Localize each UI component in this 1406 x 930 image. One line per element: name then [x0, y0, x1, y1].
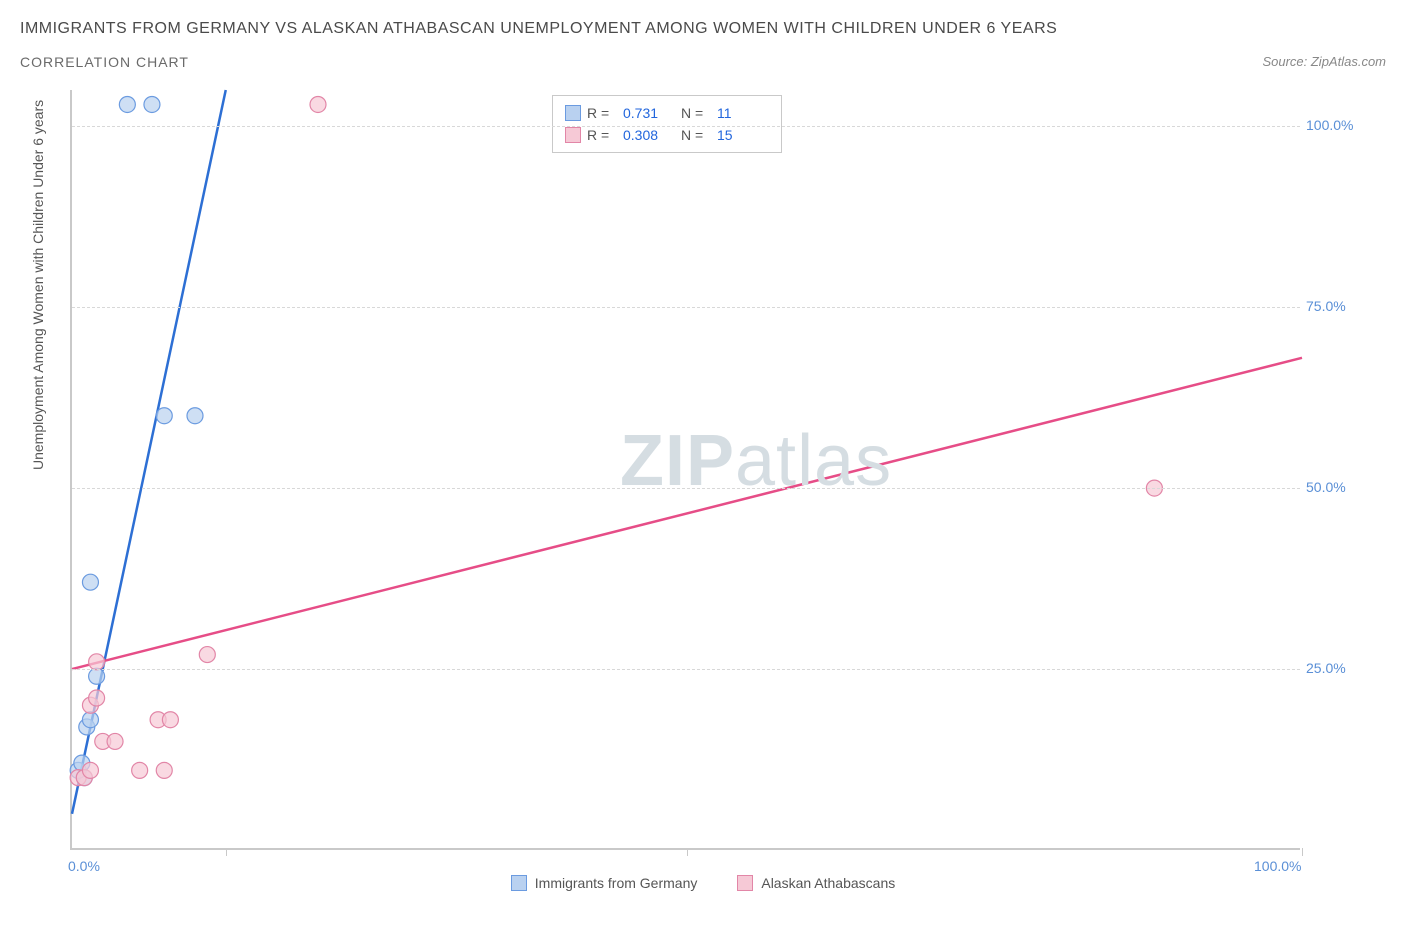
- stats-legend: R = 0.731 N = 11 R = 0.308 N = 15: [552, 95, 782, 153]
- gridline: [72, 126, 1300, 127]
- legend-r-value: 0.731: [623, 105, 675, 121]
- legend-n-label: N =: [681, 127, 711, 143]
- y-tick-label: 50.0%: [1306, 479, 1362, 495]
- y-axis-label: Unemployment Among Women with Children U…: [30, 100, 46, 470]
- data-point: [187, 408, 203, 424]
- y-tick-label: 75.0%: [1306, 298, 1362, 314]
- data-point: [89, 668, 105, 684]
- legend-n-value: 15: [717, 127, 769, 143]
- x-tick: [226, 848, 227, 856]
- chart-subtitle: CORRELATION CHART: [20, 54, 189, 70]
- data-point: [82, 762, 98, 778]
- y-tick-label: 100.0%: [1306, 117, 1362, 133]
- trend-line: [72, 358, 1302, 669]
- data-point: [144, 96, 160, 112]
- legend-r-label: R =: [587, 105, 617, 121]
- legend-n-value: 11: [717, 105, 769, 121]
- plot-area: R =0.731N =11R =0.308N =15 25.0%50.0%75.…: [70, 90, 1300, 850]
- legend-item: Alaskan Athabascans: [737, 875, 895, 891]
- data-point: [107, 733, 123, 749]
- legend-swatch: [737, 875, 753, 891]
- series-legend: Immigrants from Germany Alaskan Athabasca…: [0, 875, 1406, 891]
- data-point: [82, 574, 98, 590]
- legend-n-label: N =: [681, 105, 711, 121]
- x-tick: [687, 848, 688, 856]
- gridline: [72, 488, 1300, 489]
- gridline: [72, 307, 1300, 308]
- source-label: Source: ZipAtlas.com: [1262, 54, 1386, 69]
- data-point: [156, 762, 172, 778]
- data-point: [156, 408, 172, 424]
- data-point: [132, 762, 148, 778]
- y-tick-label: 25.0%: [1306, 660, 1362, 676]
- legend-series-name: Immigrants from Germany: [535, 875, 698, 891]
- stats-legend-row: R = 0.308 N = 15: [565, 124, 769, 146]
- legend-item: Immigrants from Germany: [511, 875, 698, 891]
- gridline: [72, 669, 1300, 670]
- data-point: [119, 96, 135, 112]
- x-tick-label: 0.0%: [68, 858, 100, 874]
- data-point: [89, 690, 105, 706]
- data-point: [199, 647, 215, 663]
- stats-legend-row: R = 0.731 N = 11: [565, 102, 769, 124]
- legend-r-label: R =: [587, 127, 617, 143]
- legend-swatch: [565, 105, 581, 121]
- data-point: [310, 96, 326, 112]
- legend-swatch: [511, 875, 527, 891]
- x-tick: [1302, 848, 1303, 856]
- chart-title: IMMIGRANTS FROM GERMANY VS ALASKAN ATHAB…: [20, 20, 1057, 38]
- data-point: [82, 712, 98, 728]
- legend-r-value: 0.308: [623, 127, 675, 143]
- legend-swatch: [565, 127, 581, 143]
- data-point: [89, 654, 105, 670]
- x-tick-label: 100.0%: [1254, 858, 1301, 874]
- chart-svg: [72, 90, 1300, 848]
- data-point: [162, 712, 178, 728]
- legend-series-name: Alaskan Athabascans: [761, 875, 895, 891]
